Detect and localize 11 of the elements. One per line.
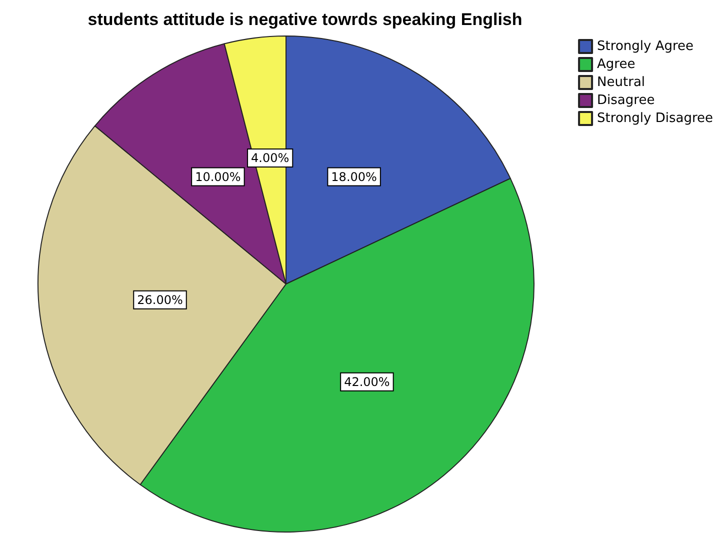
data-label: 4.00%	[251, 151, 290, 165]
legend-label: Strongly Disagree	[597, 111, 714, 126]
data-label: 42.00%	[344, 374, 390, 389]
data-label: 18.00%	[331, 170, 377, 184]
legend-label: Agree	[597, 57, 636, 72]
legend-label: Disagree	[597, 93, 655, 108]
data-label: 10.00%	[195, 170, 241, 184]
legend-label: Strongly Agree	[597, 39, 694, 54]
chart-title: students attitude is negative towrds speaking English	[88, 10, 522, 29]
data-label: 26.00%	[137, 292, 183, 307]
legend-label: Neutral	[597, 75, 646, 90]
